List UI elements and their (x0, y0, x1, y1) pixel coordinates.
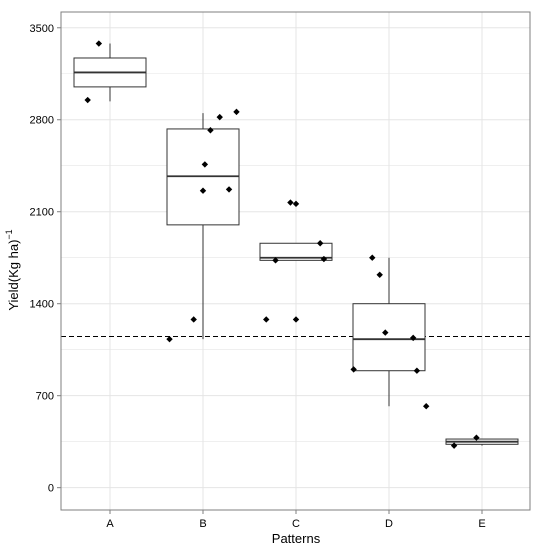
tick-layer: 0 700 1400 2100 2800 3500 A B C D E (30, 23, 486, 530)
data-point (272, 257, 279, 264)
y-tick-label: 0 (48, 483, 54, 495)
y-tick-label: 2800 (30, 115, 54, 127)
x-tick-label: A (106, 518, 114, 530)
data-point (320, 255, 328, 263)
data-point (450, 442, 458, 449)
x-axis-title: Patterns (272, 531, 321, 546)
y-tick-label: 1400 (30, 299, 54, 311)
y-tick-label: 2100 (30, 207, 54, 219)
data-point (95, 40, 103, 47)
data-point (423, 402, 430, 410)
data-point (376, 271, 383, 278)
data-point (201, 161, 209, 168)
box-a (73, 43, 147, 102)
box-c (259, 242, 333, 261)
x-tick-label: B (199, 518, 206, 530)
y-axis-title-superscript: −1 (4, 229, 14, 239)
x-tick-label: C (292, 518, 300, 530)
data-point (199, 187, 207, 194)
data-point (413, 367, 421, 374)
box-d (352, 257, 426, 407)
y-axis-title: Yield(Kg ha)−1 (4, 229, 21, 310)
data-point (292, 316, 300, 323)
x-tick-label: E (478, 518, 485, 530)
data-point (166, 335, 173, 343)
data-point (409, 334, 417, 342)
y-axis-title-main: Yield(Kg ha) (6, 240, 21, 311)
data-point (369, 254, 376, 261)
point-layer (84, 40, 480, 449)
data-point (190, 316, 197, 323)
box-e (445, 438, 519, 446)
data-point (287, 199, 294, 206)
data-point (473, 434, 480, 441)
box-b (166, 113, 240, 340)
data-point (382, 329, 389, 336)
box-layer (73, 43, 519, 446)
data-point (316, 240, 324, 247)
data-point (292, 200, 300, 208)
data-point (216, 113, 223, 121)
data-point (263, 316, 270, 323)
x-tick-label: D (385, 518, 393, 530)
data-point (233, 108, 240, 116)
data-point (350, 366, 357, 373)
y-tick-label: 700 (36, 391, 54, 403)
y-tick-label: 3500 (30, 23, 54, 35)
data-point (207, 127, 214, 134)
data-point (225, 186, 233, 193)
data-point (84, 96, 91, 104)
box-body (259, 242, 333, 261)
